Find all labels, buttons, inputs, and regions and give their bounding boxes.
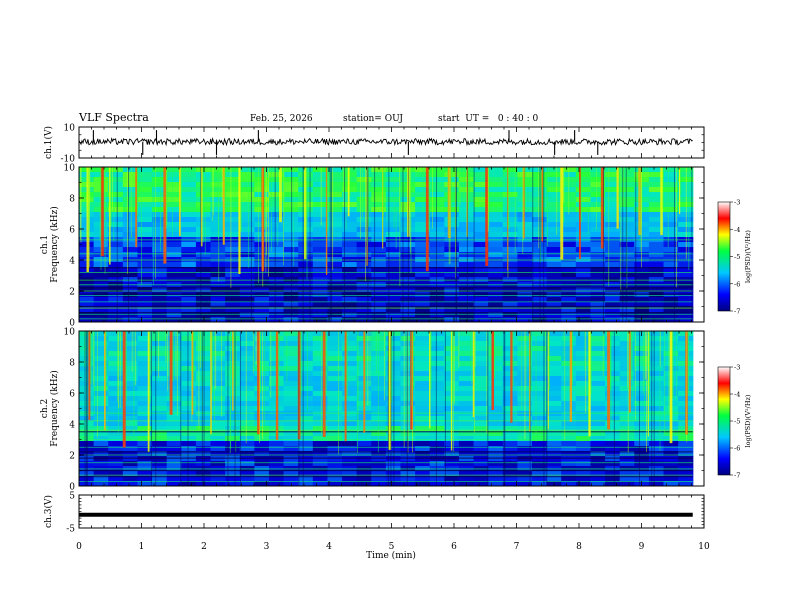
ch2-colorbar-tick: -4 bbox=[734, 391, 740, 399]
ch2-colorbar-label: log(PSD)(V²/Hz) bbox=[744, 394, 752, 447]
ch2-colorbar-tick: -7 bbox=[734, 472, 740, 480]
xtick-label: 6 bbox=[451, 542, 457, 552]
xtick-label: 4 bbox=[326, 542, 332, 552]
ch2-spectrogram-ytick-label: 6 bbox=[69, 390, 75, 400]
ch1-spectrogram-ylabel: Frequency (kHz) bbox=[49, 206, 60, 283]
ch1-spectrogram-ytick-label: 4 bbox=[69, 257, 75, 267]
ch1-spectrogram-ytick-label: 8 bbox=[69, 195, 75, 205]
ch2-colorbar-tick: -5 bbox=[734, 418, 740, 426]
ch1-spectrogram-ytick-label: 10 bbox=[64, 164, 76, 174]
xtick-label: 10 bbox=[698, 542, 710, 552]
ch1-waveform-line bbox=[78, 136, 693, 147]
ch1-spectrogram-ytick-label: 2 bbox=[69, 288, 75, 298]
ch2-colorbar bbox=[717, 366, 731, 476]
start-time-label: start UT = 0 : 40 : 0 bbox=[438, 114, 539, 124]
ch2-spectrogram-ytick-label: 0 bbox=[69, 483, 75, 493]
ch1-spectrogram-image bbox=[79, 167, 694, 322]
ch1-colorbar-tick: -3 bbox=[734, 199, 740, 207]
ch1-colorbar-tick: -7 bbox=[734, 308, 740, 316]
ch2-spectrogram-ylabel-top: ch.2 bbox=[40, 399, 50, 418]
station-label: station= OUJ bbox=[343, 114, 404, 124]
ch3-ylabel: ch.3(V) bbox=[43, 495, 54, 528]
xtick-label: 5 bbox=[389, 542, 395, 552]
ch1-spectrogram-ylabel-top: ch.1 bbox=[40, 235, 50, 254]
xtick-label: 9 bbox=[639, 542, 645, 552]
ch1-ylabel: ch.1(V) bbox=[43, 126, 54, 159]
xtick-label: 1 bbox=[139, 542, 145, 552]
ch1-colorbar bbox=[717, 201, 731, 312]
xtick-label: 0 bbox=[76, 542, 82, 552]
xtick-label: 8 bbox=[576, 542, 582, 552]
ch2-spectrogram-ytick-label: 10 bbox=[64, 328, 76, 338]
ch1-waveform-ytick-label: -10 bbox=[61, 155, 76, 165]
date-label: Feb. 25, 2026 bbox=[250, 114, 313, 124]
ch1-colorbar-tick: -5 bbox=[734, 253, 740, 261]
ch2-spectrogram-image bbox=[79, 331, 694, 486]
ch2-spectrogram-ytick-label: 4 bbox=[69, 421, 75, 431]
ch2-spectrogram-ylabel: Frequency (kHz) bbox=[49, 370, 60, 447]
ch2-spectrogram-ytick-label: 2 bbox=[69, 452, 75, 462]
ch1-colorbar-tick: -6 bbox=[734, 280, 740, 288]
ch3-trace-ytick-label: 5 bbox=[69, 492, 75, 502]
x-axis-label: Time (min) bbox=[366, 550, 416, 561]
xtick-label: 2 bbox=[201, 542, 207, 552]
ch2-colorbar-tick: -3 bbox=[734, 364, 740, 372]
ch2-colorbar-tick: -6 bbox=[734, 445, 740, 453]
ch1-colorbar-tick: -4 bbox=[734, 226, 740, 234]
xtick-label: 7 bbox=[514, 542, 520, 552]
xtick-label: 3 bbox=[264, 542, 270, 552]
ch1-spectrogram-ytick-label: 0 bbox=[69, 319, 75, 329]
ch1-waveform-ytick-label: 10 bbox=[64, 124, 76, 134]
ch1-colorbar-label: log(PSD)(V²/Hz) bbox=[744, 230, 752, 283]
ch3-trace-ytick-label: -5 bbox=[66, 525, 75, 535]
chart-title: VLF Spectra bbox=[79, 111, 149, 124]
ch2-spectrogram-ytick-label: 8 bbox=[69, 359, 75, 369]
ch1-spectrogram-ytick-label: 6 bbox=[69, 226, 75, 236]
